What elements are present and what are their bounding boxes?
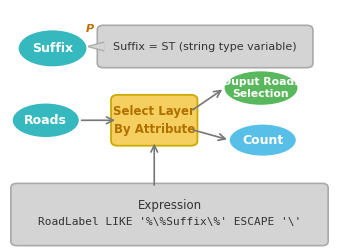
Ellipse shape <box>13 104 79 137</box>
Ellipse shape <box>19 31 86 66</box>
Polygon shape <box>90 43 104 50</box>
Text: Suffix = ST (string type variable): Suffix = ST (string type variable) <box>113 41 297 52</box>
Ellipse shape <box>225 71 298 105</box>
Text: P: P <box>86 24 94 34</box>
Text: Ouput Roads
Selection: Ouput Roads Selection <box>222 77 300 99</box>
Ellipse shape <box>230 125 296 156</box>
FancyBboxPatch shape <box>111 95 197 146</box>
Polygon shape <box>88 42 103 51</box>
FancyBboxPatch shape <box>11 184 328 246</box>
Text: Roads: Roads <box>24 114 67 127</box>
FancyBboxPatch shape <box>97 25 313 68</box>
Text: Expression: Expression <box>137 199 202 212</box>
Text: RoadLabel LIKE '%\%Suffix\%' ESCAPE '\': RoadLabel LIKE '%\%Suffix\%' ESCAPE '\' <box>38 217 301 227</box>
Text: Suffix: Suffix <box>32 42 73 55</box>
Text: Count: Count <box>242 134 283 147</box>
Text: Select Layer
By Attribute: Select Layer By Attribute <box>113 105 195 136</box>
